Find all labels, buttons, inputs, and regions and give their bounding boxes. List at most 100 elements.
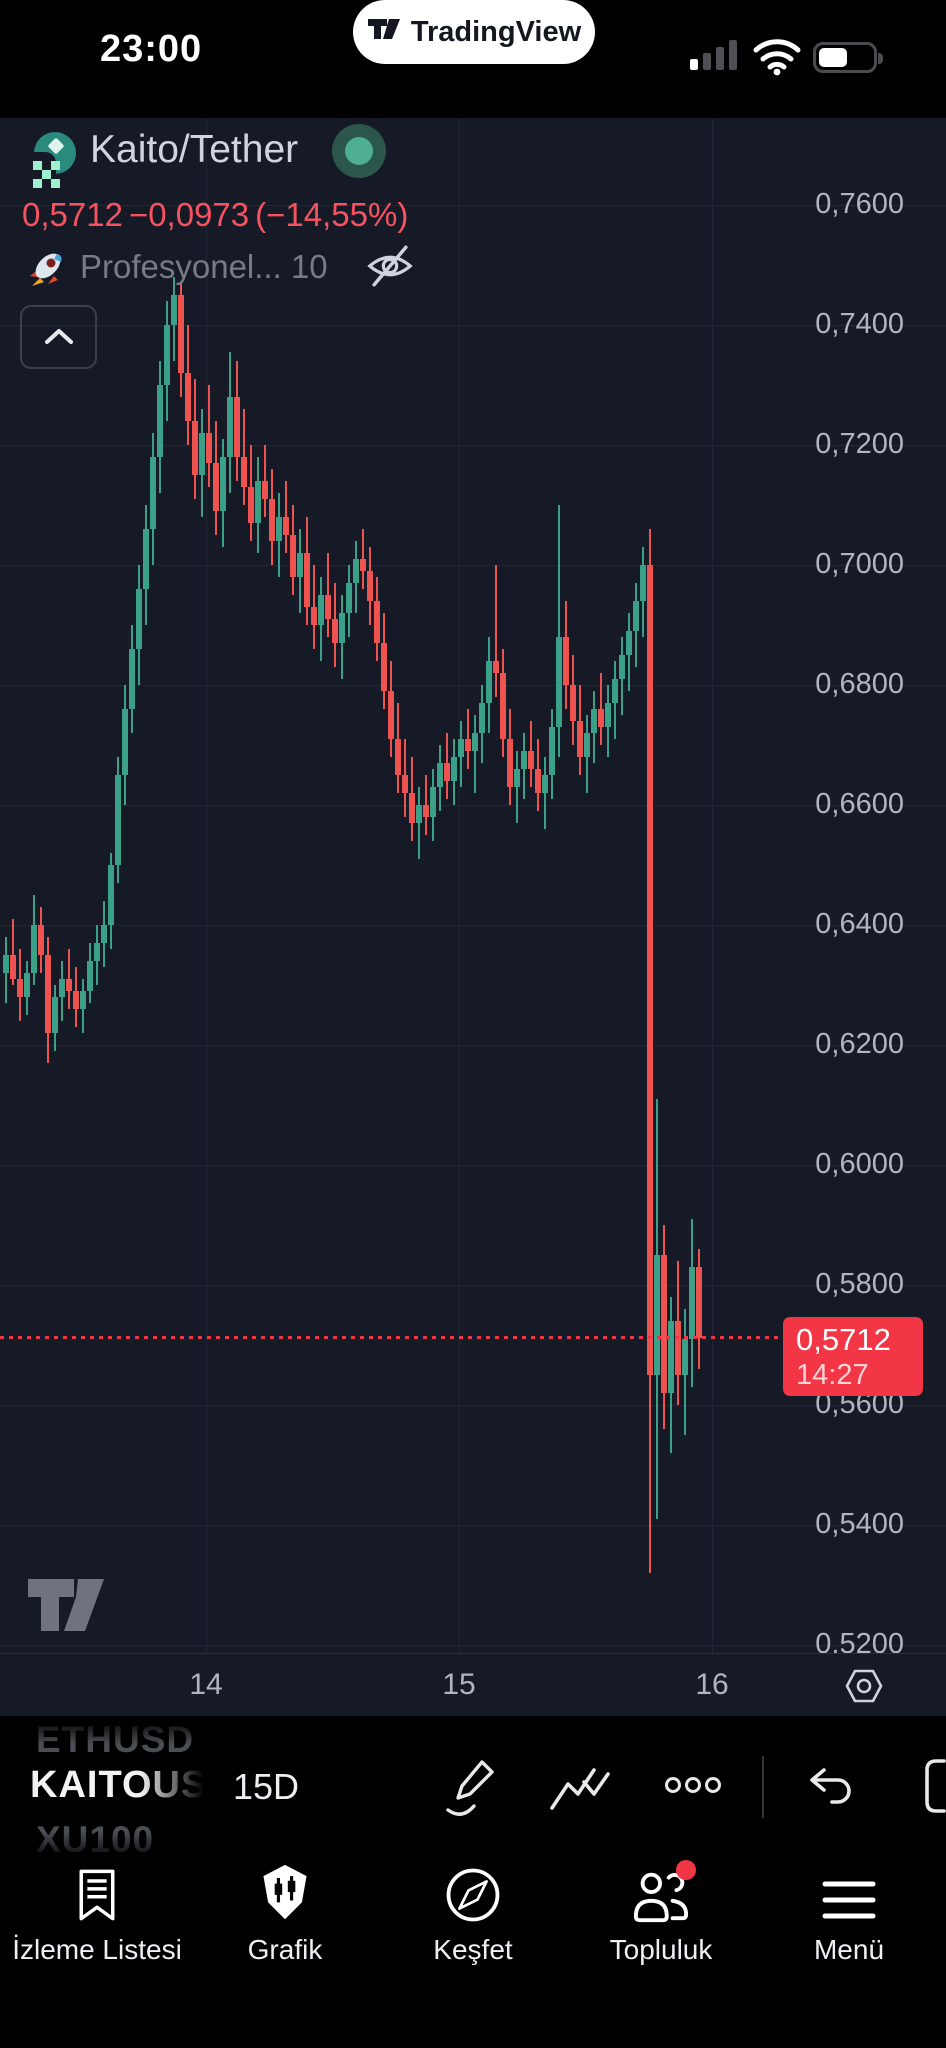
candle xyxy=(521,751,527,769)
more-options-icon[interactable] xyxy=(664,1774,724,1796)
candle xyxy=(101,925,107,943)
candle xyxy=(514,769,520,787)
time-axis-label: 16 xyxy=(695,1668,729,1701)
price-change: −0,0973 xyxy=(128,196,250,233)
nav-community[interactable]: Topluluk xyxy=(566,1860,756,1966)
candle xyxy=(248,487,254,523)
last-price-label[interactable]: 0,5712 14:27 xyxy=(783,1317,923,1396)
price-chart[interactable]: 0,7600 0,7400 0,7200 0,7000 0,6800 0,6600 0,64… xyxy=(0,118,946,1653)
time-axis[interactable]: 14 15 16 xyxy=(0,1653,946,1716)
candle xyxy=(157,385,163,457)
indicators-icon[interactable] xyxy=(546,1760,612,1816)
candle xyxy=(164,325,170,385)
candle xyxy=(619,655,625,679)
price-axis-label: 0,6200 xyxy=(815,1028,904,1060)
rocket-icon xyxy=(30,253,62,286)
candle xyxy=(451,757,457,781)
candle xyxy=(213,463,219,511)
previous-symbol[interactable]: ETHUSD xyxy=(36,1719,195,1760)
h-gridline xyxy=(0,685,946,686)
price-axis-label: 0,6400 xyxy=(815,908,904,940)
candle xyxy=(311,607,317,625)
camera-snapshot-icon[interactable] xyxy=(924,1758,946,1814)
candle xyxy=(668,1321,674,1393)
price-axis-label: 0,7000 xyxy=(815,548,904,580)
undo-icon[interactable] xyxy=(804,1760,856,1810)
candle xyxy=(290,535,296,577)
label-price: 0,5712 xyxy=(796,1322,891,1357)
candle xyxy=(297,553,303,577)
candle xyxy=(87,961,93,991)
candle-wick xyxy=(516,751,518,823)
v-gridline xyxy=(459,118,460,1653)
next-symbol[interactable]: XU100 xyxy=(36,1819,155,1860)
candle xyxy=(388,691,394,739)
axis-settings-icon[interactable] xyxy=(844,1668,884,1704)
price-row: 0,5712 −0,0973 (−14,55%) xyxy=(22,196,414,234)
collapse-header-button[interactable] xyxy=(20,305,97,369)
candle xyxy=(115,775,121,865)
candle xyxy=(640,565,646,601)
price-change-pct: (−14,55%) xyxy=(255,196,409,233)
dynamic-island-pill[interactable]: TradingView xyxy=(353,0,595,64)
candle xyxy=(437,763,443,787)
chart-toolbar: ETHUSD KAITOUS XU100 15D xyxy=(0,1716,946,1862)
nav-watchlist[interactable]: İzleme Listesi xyxy=(2,1862,192,1966)
candle xyxy=(38,925,44,955)
price-axis-label: 0,6600 xyxy=(815,788,904,820)
candle xyxy=(31,925,37,973)
candle xyxy=(227,397,233,457)
wifi-icon xyxy=(753,39,801,76)
candle xyxy=(409,793,415,823)
candle xyxy=(465,739,471,751)
status-bar: 23:00 TradingView xyxy=(0,0,946,118)
candle xyxy=(262,481,268,499)
candle xyxy=(178,295,184,373)
toolbar-divider xyxy=(762,1756,764,1818)
price-axis-label: 0,6800 xyxy=(815,668,904,700)
candle-wick xyxy=(474,715,476,793)
candle xyxy=(374,601,380,643)
last-price-dotted-line xyxy=(0,1336,784,1339)
symbol-logo-icon xyxy=(24,132,76,188)
h-gridline xyxy=(0,565,946,566)
draw-tool-icon[interactable] xyxy=(438,1754,500,1820)
candle xyxy=(325,595,331,619)
candle xyxy=(696,1267,702,1338)
candle xyxy=(570,685,576,721)
candle xyxy=(591,709,597,733)
candle xyxy=(234,397,240,457)
candle xyxy=(654,1255,660,1375)
candle xyxy=(150,457,156,529)
market-status-dot[interactable] xyxy=(332,124,386,178)
price-axis-label: 0,7600 xyxy=(815,188,904,220)
strategy-name[interactable]: Profesyonel... 10 xyxy=(80,248,328,285)
nav-menu[interactable]: Menü xyxy=(754,1862,944,1966)
candle xyxy=(367,571,373,601)
h-gridline xyxy=(0,205,946,206)
interval-button[interactable]: 15D xyxy=(233,1766,300,1807)
candle xyxy=(66,979,72,991)
nav-explore[interactable]: Keşfet xyxy=(378,1862,568,1966)
nav-label: Keşfet xyxy=(433,1934,513,1965)
candle xyxy=(416,805,422,823)
candle xyxy=(605,703,611,727)
candle xyxy=(682,1339,688,1375)
candle xyxy=(346,583,352,613)
symbol-name[interactable]: Kaito/Tether xyxy=(90,128,299,171)
nav-chart[interactable]: Grafik xyxy=(190,1862,380,1966)
chevron-up-icon xyxy=(44,329,73,344)
time-axis-label: 14 xyxy=(189,1668,223,1701)
eye-off-icon[interactable] xyxy=(364,240,416,292)
candle xyxy=(563,637,569,685)
candle xyxy=(598,709,604,727)
candle xyxy=(479,703,485,733)
candle xyxy=(626,631,632,655)
candle xyxy=(339,613,345,643)
h-gridline xyxy=(0,325,946,326)
h-gridline xyxy=(0,1165,946,1166)
price-axis-label: 0,6000 xyxy=(815,1148,904,1180)
candle xyxy=(507,739,513,787)
candle xyxy=(549,727,555,775)
candle-wick xyxy=(418,787,420,859)
